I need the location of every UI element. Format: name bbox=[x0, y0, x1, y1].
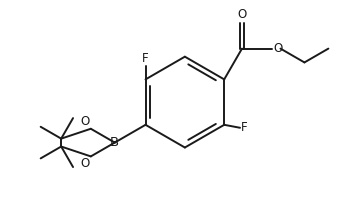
Text: O: O bbox=[237, 8, 247, 21]
Text: F: F bbox=[241, 121, 247, 134]
Text: O: O bbox=[274, 42, 283, 55]
Text: O: O bbox=[80, 115, 90, 128]
Text: O: O bbox=[80, 157, 90, 170]
Text: F: F bbox=[142, 51, 149, 65]
Text: B: B bbox=[110, 136, 119, 149]
